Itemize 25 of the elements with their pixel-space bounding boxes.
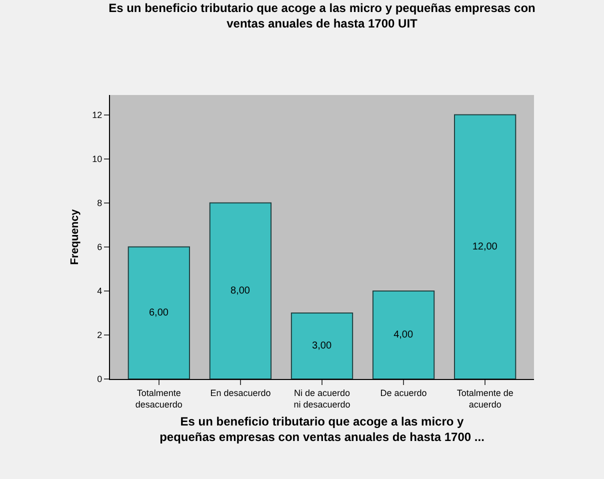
y-tick-label: 10 [92,154,102,164]
bar [372,290,435,379]
x-tick-label: De acuerdo [380,388,427,398]
y-tick-label: 2 [97,330,102,340]
bar [290,312,354,379]
data-label: 12,00 [472,241,498,252]
x-tick-label: En desacuerdo [210,388,271,398]
data-label: 6,00 [148,307,169,318]
bar [128,246,190,379]
x-tick-label: Totalmente desacuerdo [135,388,182,410]
data-label: 3,00 [312,340,332,352]
x-tick-label: Totalmente de acuerdo [456,388,514,410]
bar [454,114,516,379]
chart-title: Es un beneficio tributario que acoge a las micro y pequeñas empresas con ventas anuales de hasta 1700 UIT [108,0,536,31]
y-tick-label: 4 [97,286,102,296]
data-label: 8,00 [230,285,250,296]
y-tick-label: 6 [97,242,102,252]
y-tick-label: 0 [97,374,102,384]
data-label: 4,00 [394,329,414,340]
y-tick-label: 12 [92,110,102,120]
y-tick-label: 8 [97,198,102,208]
x-axis-title: Es un beneficio tributario que acoge a las micro y pequeñas empresas con ventas anuales de hasta 1700 ... [160,414,484,444]
y-axis-title: Frequency [69,208,81,265]
x-tick-label: Ni de acuerdo ni desacuerdo [294,388,350,410]
bar [209,202,272,379]
